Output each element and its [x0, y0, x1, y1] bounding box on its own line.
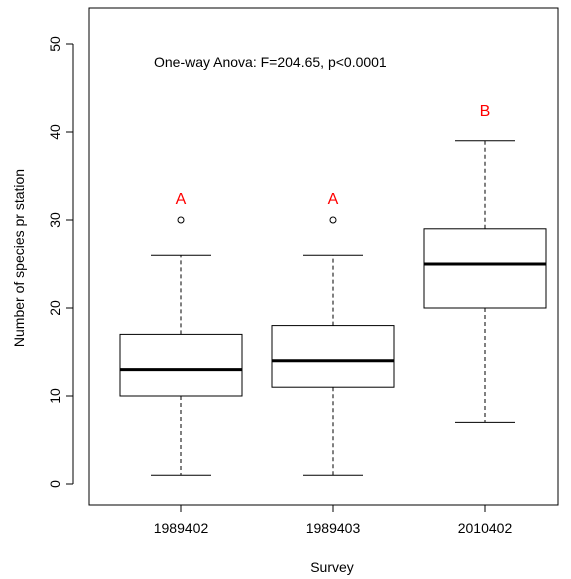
box-group-2010402: B	[423, 103, 547, 423]
boxes: A A B	[119, 103, 547, 476]
y-tick-label: 0	[47, 480, 63, 488]
anova-annotation: One-way Anova: F=204.65, p<0.0001	[154, 54, 387, 70]
x-tick-label: 1989403	[306, 520, 361, 536]
y-tick-label: 20	[47, 300, 63, 316]
group-letter: B	[480, 103, 491, 120]
x-axis-label: Survey	[310, 559, 354, 575]
x-axis: 1989402 1989403 2010402	[154, 504, 513, 536]
box-group-1989402: A	[119, 191, 243, 476]
y-axis: 0 10 20 30 40 50	[47, 36, 74, 488]
box-iqr	[271, 325, 395, 388]
x-tick-label: 2010402	[458, 520, 513, 536]
outlier-point	[329, 216, 337, 224]
y-tick-label: 50	[47, 36, 63, 52]
box-iqr	[119, 333, 243, 397]
y-tick-label: 40	[47, 124, 63, 140]
outlier-point	[177, 216, 185, 224]
y-axis-label: Number of species pr station	[11, 169, 27, 347]
y-tick-label: 30	[47, 212, 63, 228]
group-letter: A	[328, 191, 339, 208]
box-iqr	[423, 228, 547, 309]
box-group-1989403: A	[271, 191, 395, 476]
group-letter: A	[176, 191, 187, 208]
y-tick-label: 10	[47, 388, 63, 404]
x-tick-label: 1989402	[154, 520, 209, 536]
